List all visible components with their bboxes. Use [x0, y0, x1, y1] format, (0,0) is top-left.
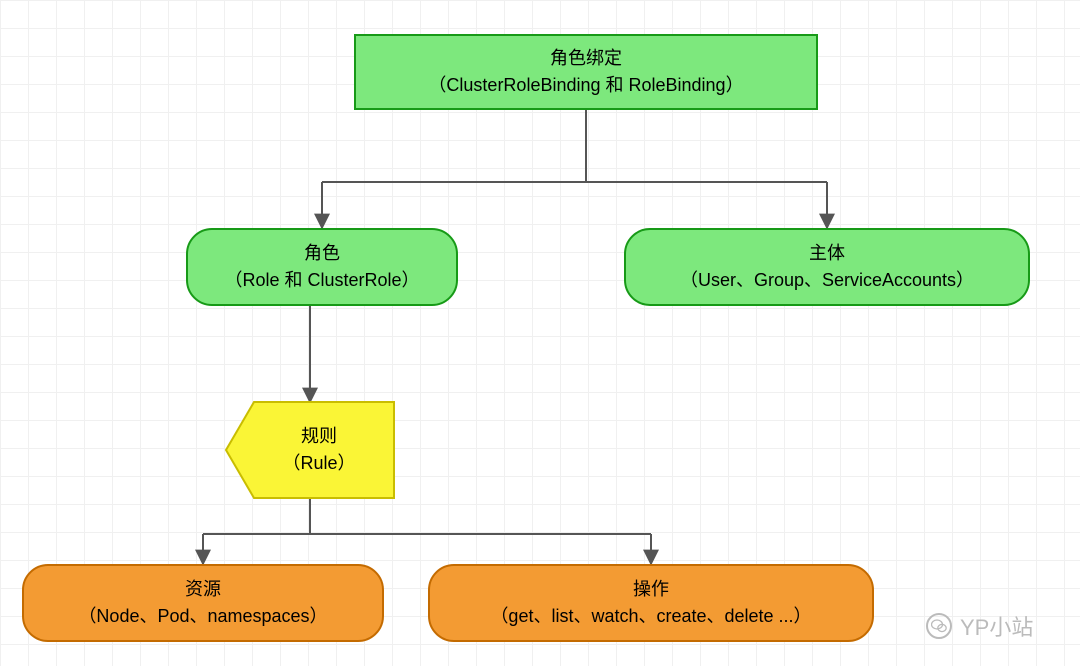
node-rule: 规则 （Rule）	[226, 402, 394, 498]
diagram-canvas: 角色绑定 （ClusterRoleBinding 和 RoleBinding） …	[0, 0, 1080, 666]
node-binding-sub: （ClusterRoleBinding 和 RoleBinding）	[428, 72, 743, 99]
watermark-text: YP小站	[960, 610, 1033, 642]
node-binding-title: 角色绑定	[550, 45, 622, 72]
node-ops-title: 操作	[633, 576, 669, 603]
node-ops-sub: （get、list、watch、create、delete ...）	[490, 603, 811, 630]
watermark: YP小站	[926, 610, 1033, 642]
node-rule-title: 规则	[301, 423, 337, 450]
node-binding: 角色绑定 （ClusterRoleBinding 和 RoleBinding）	[354, 34, 818, 110]
node-resource-sub: （Node、Pod、namespaces）	[78, 603, 327, 630]
node-subject: 主体 （User、Group、ServiceAccounts）	[624, 228, 1030, 306]
node-subject-title: 主体	[809, 240, 845, 267]
node-role-sub: （Role 和 ClusterRole）	[224, 267, 419, 294]
wechat-icon	[926, 613, 952, 639]
node-subject-sub: （User、Group、ServiceAccounts）	[680, 267, 974, 294]
node-rule-sub: （Rule）	[282, 450, 355, 477]
node-resource: 资源 （Node、Pod、namespaces）	[22, 564, 384, 642]
node-ops: 操作 （get、list、watch、create、delete ...）	[428, 564, 874, 642]
node-role-title: 角色	[304, 240, 340, 267]
node-resource-title: 资源	[185, 576, 221, 603]
node-role: 角色 （Role 和 ClusterRole）	[186, 228, 458, 306]
